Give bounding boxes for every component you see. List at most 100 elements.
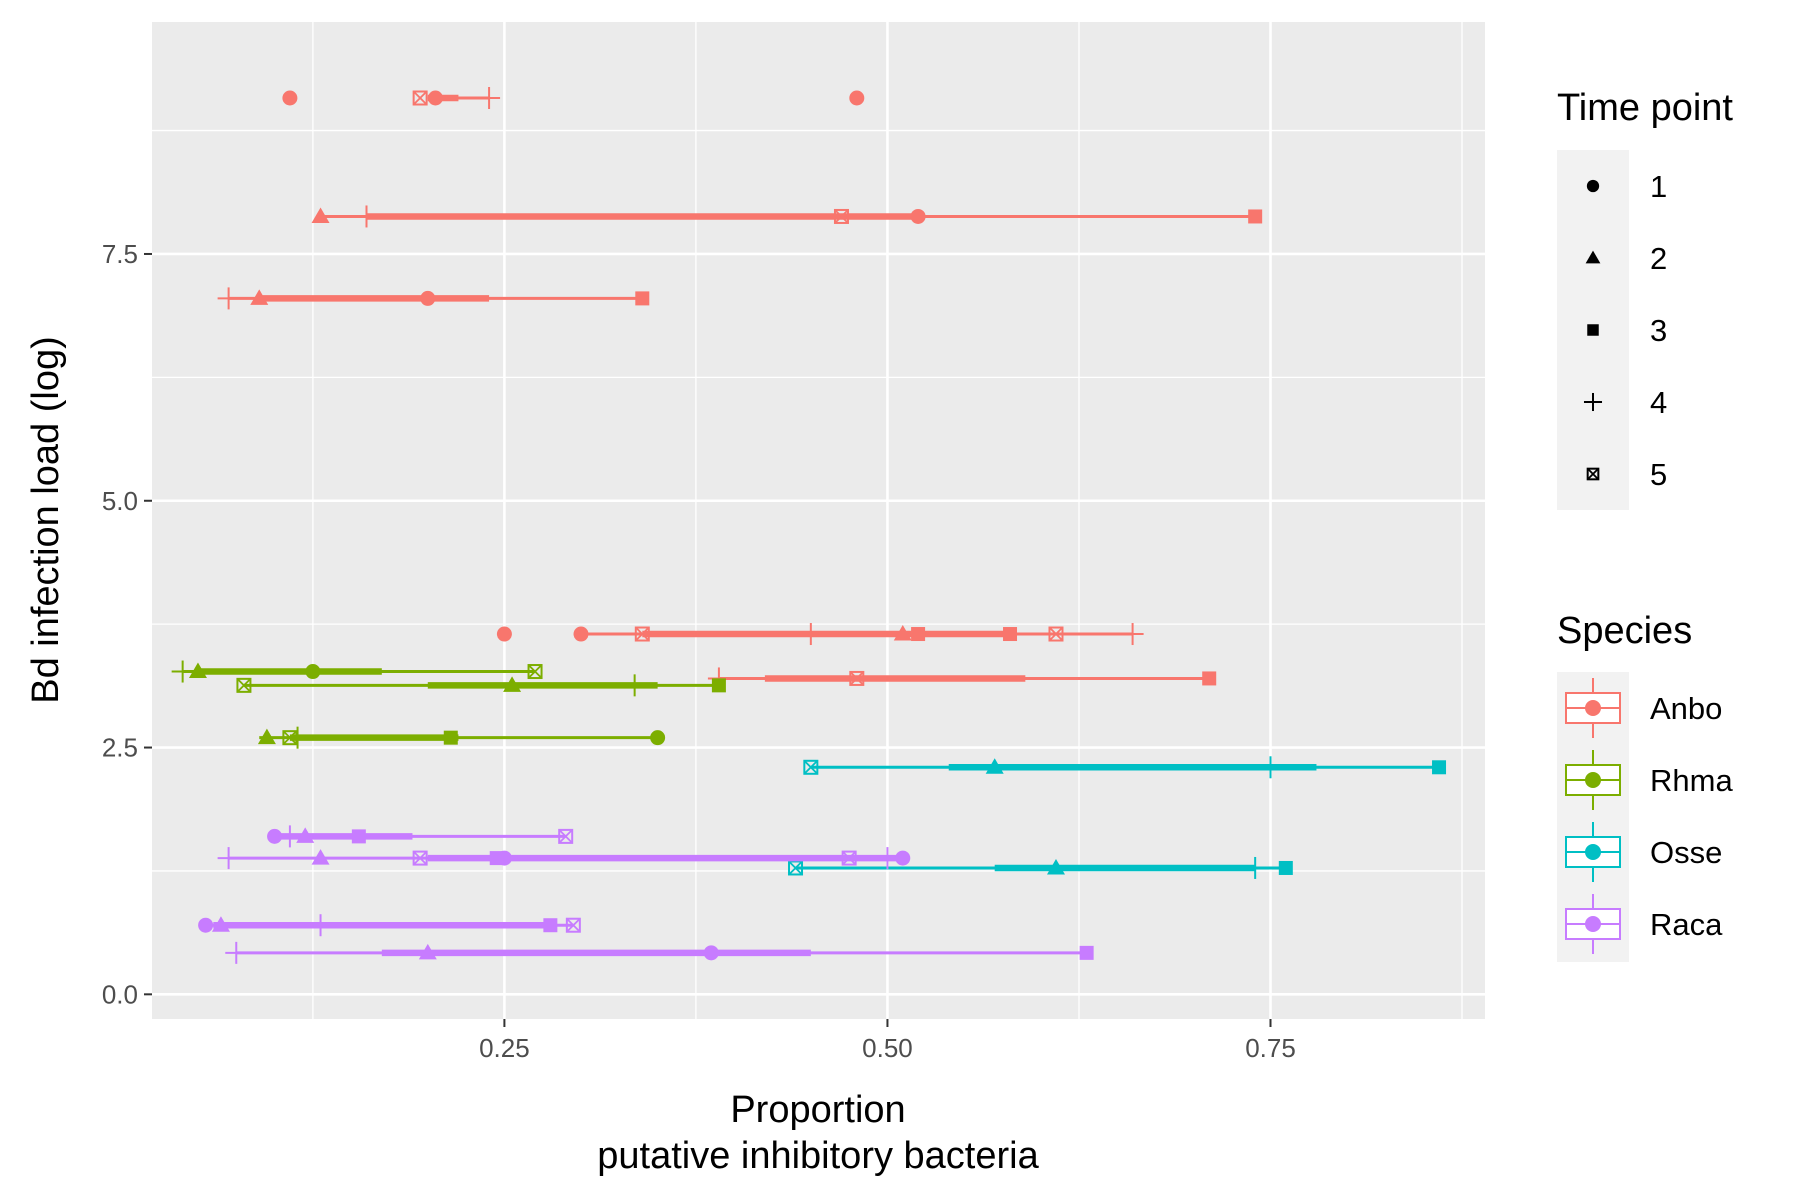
legend-species-label: Raca <box>1650 907 1723 942</box>
point-boxcross <box>412 850 428 866</box>
point-triangle <box>893 625 912 641</box>
point-square <box>489 851 504 866</box>
legend-species-key <box>1565 750 1621 810</box>
point-boxcross <box>236 677 252 693</box>
point-boxcross-diag2 <box>842 850 857 866</box>
point-plus <box>623 674 646 697</box>
point-boxcross <box>1586 467 1600 481</box>
point-triangle <box>296 827 315 843</box>
legend-species: Species Anbo Rhma Osse Raca <box>1557 610 1733 962</box>
point-circle <box>427 90 443 106</box>
point-square <box>1003 627 1018 642</box>
point-plus <box>309 914 332 937</box>
point-triangle <box>257 728 276 745</box>
point-boxcross-diag2 <box>412 90 428 106</box>
point-boxcross-box <box>803 759 819 775</box>
point-triangle <box>311 849 330 865</box>
legend-species-key <box>1565 678 1621 738</box>
point-boxcross-diag2 <box>834 209 849 224</box>
point-boxcross-box <box>833 208 849 224</box>
legend-key-point <box>1585 844 1601 860</box>
individual-osse <box>788 856 1293 879</box>
point-circle <box>895 850 911 866</box>
point-boxcross-box <box>841 850 857 866</box>
point-boxcross-diag2 <box>558 829 573 844</box>
point-boxcross-diag2 <box>1048 626 1064 642</box>
axes: 0.25 0.50 0.75 0.0 2.5 5.0 7.5 <box>102 239 1296 1063</box>
point-square <box>443 730 458 745</box>
point-boxcross <box>788 860 804 876</box>
point-plus <box>355 205 378 228</box>
point-triangle <box>1585 250 1601 264</box>
point-boxcross-diag2 <box>849 671 864 686</box>
point-square <box>1432 760 1447 775</box>
point-boxcross-box <box>558 828 574 844</box>
y-tick-label: 5.0 <box>102 486 138 516</box>
y-axis-title: Bd infection load (log) <box>25 336 67 704</box>
point-plus <box>1583 392 1603 412</box>
point-circle <box>496 626 512 642</box>
point-boxcross-diag2 <box>412 850 428 866</box>
plot-panel <box>152 22 1485 1019</box>
point-boxcross <box>558 828 574 844</box>
point-plus <box>478 87 501 110</box>
point-boxcross-diag2 <box>566 918 581 933</box>
point-boxcross <box>282 730 298 746</box>
y-tick-label: 2.5 <box>102 733 138 763</box>
individual-anbo <box>217 287 650 310</box>
x-tick-label: 0.75 <box>1245 1033 1296 1063</box>
legend-key-point <box>1585 916 1601 932</box>
y-tick-label: 0.0 <box>102 979 138 1009</box>
point-triangle <box>1046 858 1065 875</box>
legend-species-title: Species <box>1557 610 1692 652</box>
individual-raca <box>225 941 1094 964</box>
individual-anbo <box>496 623 1144 646</box>
point-circle <box>282 90 298 106</box>
individual-anbo <box>707 667 1217 690</box>
point-boxcross <box>1048 626 1064 642</box>
point-square <box>1278 860 1293 875</box>
legend-time-point-label: 4 <box>1650 385 1667 420</box>
legend-species-key <box>1565 894 1621 954</box>
point-boxcross <box>841 850 857 866</box>
point-square <box>543 918 558 933</box>
point-boxcross <box>803 759 819 775</box>
individual-rhma <box>236 674 726 697</box>
point-circle <box>1586 179 1600 193</box>
point-boxcross-box <box>1586 467 1600 481</box>
point-boxcross-box <box>788 860 804 876</box>
point-plus <box>225 941 248 964</box>
x-axis-title-line1: Proportion <box>730 1089 905 1131</box>
point-square <box>1079 945 1094 960</box>
point-triangle <box>211 916 230 932</box>
individual-raca <box>217 847 911 870</box>
individual-rhma <box>171 660 543 683</box>
point-boxcross-box <box>412 90 428 106</box>
point-boxcross-box <box>565 917 581 933</box>
point-circle <box>267 828 283 844</box>
individual-osse <box>803 756 1447 779</box>
point-boxcross <box>833 208 849 224</box>
point-square <box>1202 671 1217 686</box>
point-square <box>1248 209 1263 224</box>
point-boxcross <box>527 664 543 680</box>
point-boxcross-diag2 <box>803 760 818 775</box>
individual-raca <box>267 825 574 848</box>
point-plus <box>799 623 822 646</box>
individual-anbo <box>282 87 865 110</box>
legend-key-point <box>1585 700 1601 716</box>
point-boxcross-box <box>412 850 428 866</box>
point-boxcross <box>565 917 581 933</box>
point-circle <box>703 945 719 961</box>
point-square <box>351 829 366 844</box>
legend-time-point-label: 3 <box>1650 313 1667 348</box>
point-triangle <box>503 676 522 692</box>
point-circle <box>420 290 436 306</box>
point-plus <box>1121 623 1144 646</box>
individual-anbo <box>311 205 1263 228</box>
point-boxcross <box>634 626 650 642</box>
point-plus <box>876 847 899 870</box>
point-boxcross <box>412 90 428 106</box>
point-boxcross-diag2 <box>635 626 650 642</box>
